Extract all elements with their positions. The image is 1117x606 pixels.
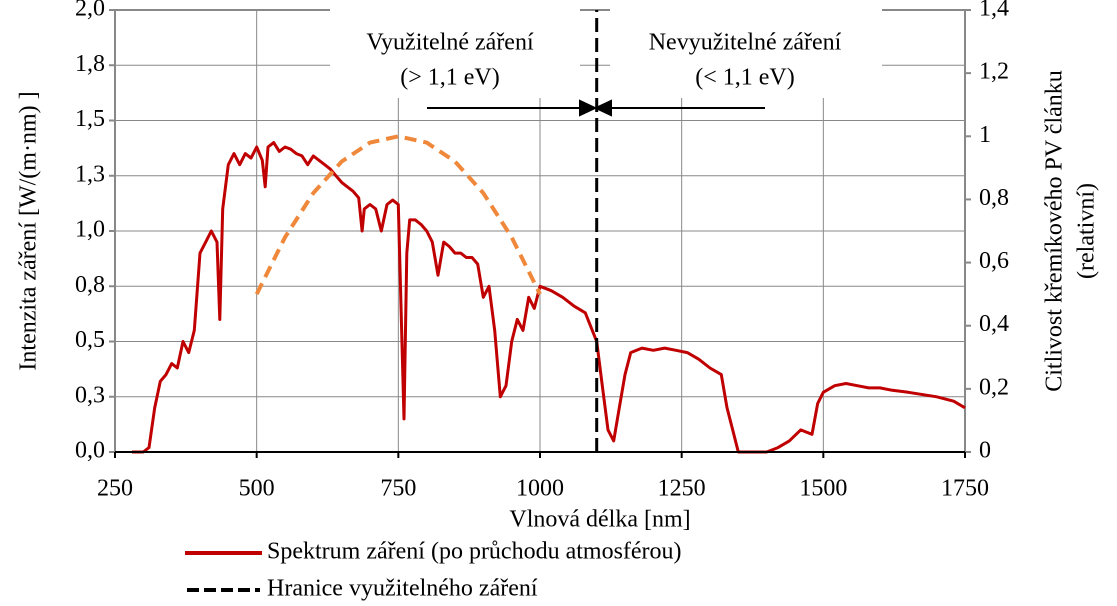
x-tick-label: 250: [97, 476, 133, 502]
legend-label: Spektrum záření (po průchodu atmosférou): [267, 539, 682, 565]
y-axis-label: Intenzita záření [W/(m·nm) ]: [16, 91, 42, 370]
y-tick-label: 0,5: [75, 327, 105, 353]
y-tick-label: 1,0: [75, 217, 105, 243]
annotation: Využitelné záření: [366, 30, 534, 56]
y-tick-label: 1,8: [75, 51, 105, 77]
x-axis-label: Vlnová délka [nm]: [509, 507, 690, 533]
x-tick-label: 1750: [941, 476, 989, 502]
series-line: [132, 141, 966, 454]
annotation: Nevyužitelné záření: [649, 30, 842, 56]
y2-tick-label: 1,4: [979, 0, 1009, 22]
legend-label: Hranice využitelného záření: [267, 576, 538, 602]
x-tick-label: 1000: [516, 476, 564, 502]
y-tick-label: 1,5: [75, 106, 105, 132]
annotation-box: [330, 0, 580, 98]
x-tick-label: 750: [380, 476, 416, 502]
y-tick-label: 0,8: [75, 272, 105, 298]
y2-tick-label: 0,4: [979, 311, 1009, 337]
arrowhead: [593, 99, 612, 117]
series-line: [254, 134, 542, 295]
annotation: (< 1,1 eV): [695, 65, 795, 91]
y2-tick-label: 0,2: [979, 374, 1009, 400]
y2-tick-label: 1: [979, 122, 991, 148]
y2-tick-label: 0,6: [979, 248, 1009, 274]
annotation-box: [610, 0, 882, 98]
y2-axis-label: Citlivost křemíkového PV článku: [1042, 70, 1068, 392]
annotation: (> 1,1 eV): [400, 65, 500, 91]
y-tick-label: 1,3: [75, 161, 105, 187]
y2-tick-label: 0: [979, 438, 991, 464]
y2-tick-label: 0,8: [979, 185, 1009, 211]
y-tick-label: 0,3: [75, 382, 105, 408]
arrows: [427, 99, 765, 117]
y2-axis-label: (relativní): [1074, 183, 1100, 279]
marks: [132, 10, 966, 454]
x-tick-label: 1500: [799, 476, 847, 502]
y-tick-label: 0,0: [75, 438, 105, 464]
y-tick-label: 2,0: [75, 0, 105, 22]
x-tick-label: 500: [239, 476, 275, 502]
y2-tick-label: 1,2: [979, 59, 1009, 85]
x-tick-label: 1250: [658, 476, 706, 502]
arrowhead: [579, 99, 598, 117]
